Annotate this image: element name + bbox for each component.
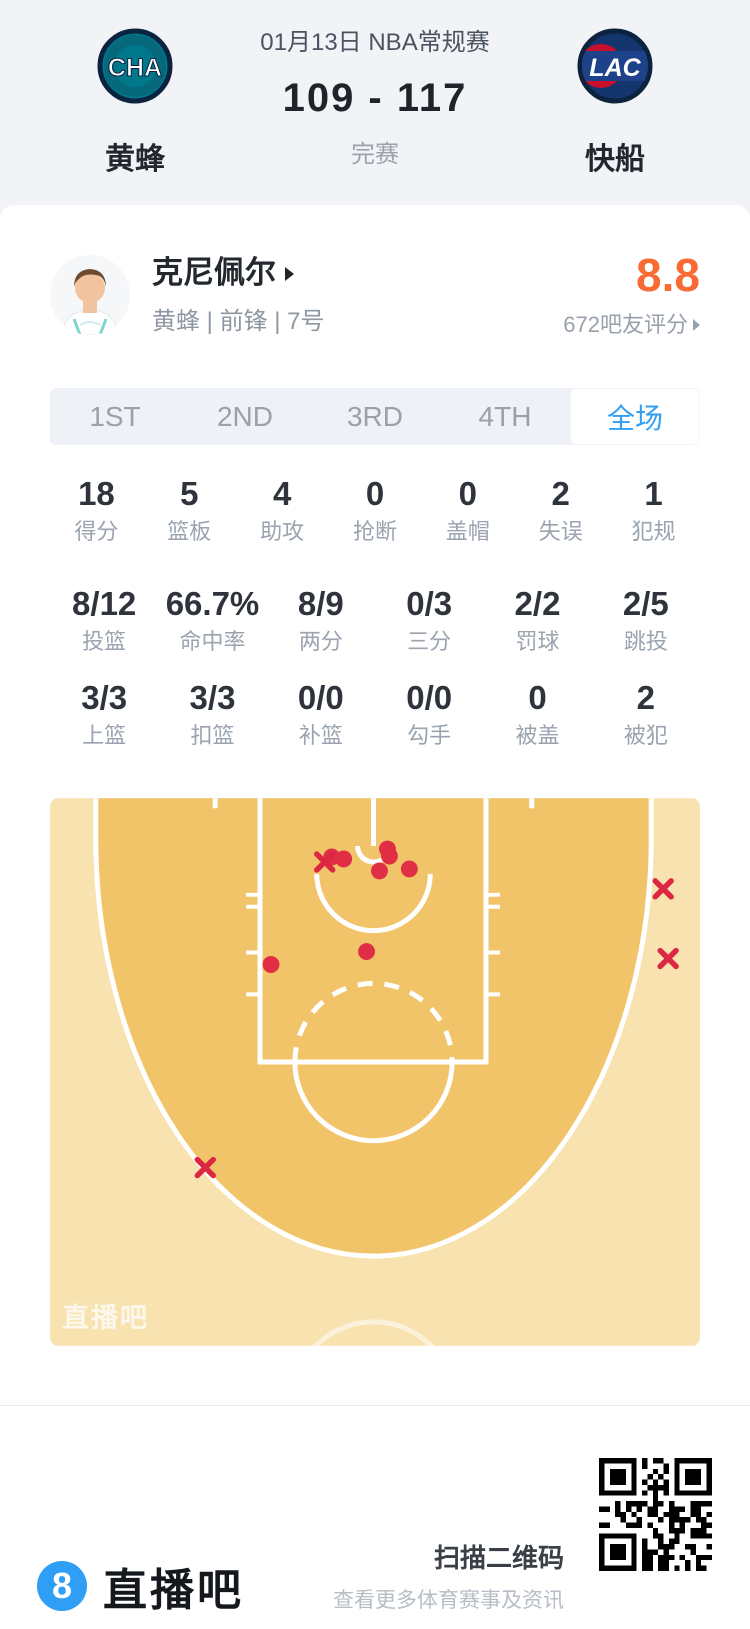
match-status: 完赛 bbox=[351, 141, 399, 168]
player-card: 克尼佩尔 黄蜂 | 前锋 | 7号 8.8 672吧友评分 1ST 2ND 3R… bbox=[0, 205, 750, 1405]
tab-full-game[interactable]: 全场 bbox=[570, 388, 700, 445]
made-shot-marker bbox=[400, 860, 418, 878]
quarter-tabs: 1ST 2ND 3RD 4TH 全场 bbox=[50, 388, 700, 445]
stat-fg-pct: 66.7% 命中率 bbox=[165, 585, 260, 654]
home-team-name: 黄蜂 bbox=[105, 143, 165, 176]
stat-points: 18 得分 bbox=[74, 475, 119, 544]
rating-note-link[interactable]: 672吧友评分 bbox=[563, 307, 700, 339]
scan-block: 扫描二维码 查看更多体育赛事及资讯 bbox=[333, 1542, 564, 1614]
home-team[interactable]: CHA 黄蜂 bbox=[60, 28, 210, 219]
svg-text:CHA: CHA bbox=[108, 54, 162, 82]
missed-shot-marker bbox=[194, 1156, 216, 1179]
made-shot-marker bbox=[262, 956, 280, 973]
stat-ft: 2/2 罚球 bbox=[514, 585, 561, 654]
hornets-logo-icon: CHA bbox=[97, 28, 173, 104]
away-team[interactable]: LAC 快船 bbox=[540, 28, 690, 219]
stat-jumpshot: 2/5 跳投 bbox=[622, 585, 669, 654]
missed-shot-marker bbox=[314, 851, 336, 873]
stat-3pt: 0/3 三分 bbox=[406, 585, 453, 654]
match-info: 01月13日 NBA常规赛 109 - 117 完赛 bbox=[210, 28, 540, 219]
scan-subtitle: 查看更多体育赛事及资讯 bbox=[333, 1589, 564, 1612]
player-rating: 8.8 bbox=[636, 249, 700, 301]
made-shot-marker bbox=[371, 862, 388, 880]
brand-name: 直播吧 bbox=[103, 1566, 244, 1615]
stat-blocked: 0 被盖 bbox=[515, 679, 560, 748]
player-meta: 黄蜂 | 前锋 | 7号 bbox=[152, 307, 325, 335]
stat-rebounds: 5 篮板 bbox=[167, 475, 212, 544]
stat-blocks: 0 盖帽 bbox=[445, 475, 490, 544]
match-date: 01月13日 NBA常规赛 bbox=[260, 29, 490, 56]
player-photo bbox=[50, 255, 130, 335]
made-shot-marker bbox=[358, 943, 375, 961]
shot-markers bbox=[194, 840, 679, 1179]
tab-4th[interactable]: 4TH bbox=[478, 400, 532, 432]
shot-chart: 直播吧 bbox=[50, 797, 700, 1347]
stats-row-basic: 18 得分 5 篮板 4 助攻 0 抢断 0 盖帽 2 失误 1 犯规 bbox=[50, 475, 700, 545]
court-watermark: 直播吧 bbox=[62, 1303, 149, 1333]
tab-2nd[interactable]: 2ND bbox=[216, 400, 273, 432]
stats-row-detail: 3/3 上篮 3/3 扣篮 0/0 补篮 0/0 勾手 0 被盖 2 被犯 bbox=[50, 679, 700, 749]
caret-right-small-icon bbox=[693, 318, 700, 331]
player-header-row: 克尼佩尔 黄蜂 | 前锋 | 7号 8.8 672吧友评分 bbox=[50, 205, 700, 337]
made-shot-marker bbox=[380, 847, 398, 865]
stat-putback: 0/0 补篮 bbox=[297, 679, 344, 748]
tab-3rd[interactable]: 3RD bbox=[346, 400, 403, 432]
stats-row-shooting: 8/12 投篮 66.7% 命中率 8/9 两分 0/3 三分 2/2 罚球 2/5 跳投 bbox=[50, 585, 700, 655]
stat-2pt: 8/9 两分 bbox=[297, 585, 344, 654]
tab-1st[interactable]: 1ST bbox=[89, 400, 141, 432]
rating-box: 8.8 672吧友评分 bbox=[563, 251, 700, 339]
stat-hook: 0/0 勾手 bbox=[406, 679, 453, 748]
footer: 8 直播吧 扫描二维码 查看更多体育赛事及资讯 bbox=[0, 1405, 750, 1629]
stat-steals: 0 抢断 bbox=[352, 475, 397, 544]
rating-note: 672吧友评分 bbox=[563, 312, 688, 337]
stat-fouls: 1 犯规 bbox=[631, 475, 676, 544]
stat-assists: 4 助攻 bbox=[260, 475, 305, 544]
missed-shot-marker bbox=[652, 878, 674, 900]
clippers-logo-icon: LAC bbox=[577, 28, 653, 104]
qr-code bbox=[599, 1458, 712, 1571]
stat-layup: 3/3 上篮 bbox=[81, 679, 128, 748]
zhibo8-logo-icon: 8 bbox=[37, 1561, 87, 1611]
player-info: 克尼佩尔 黄蜂 | 前锋 | 7号 bbox=[152, 255, 563, 336]
court-drawing bbox=[50, 798, 700, 1347]
stat-turnovers: 2 失误 bbox=[538, 475, 583, 544]
scan-title: 扫描二维码 bbox=[433, 1543, 564, 1573]
brand-row: 8 直播吧 bbox=[37, 1558, 244, 1615]
match-score: 109 - 117 bbox=[282, 76, 468, 120]
missed-shot-marker bbox=[657, 947, 679, 970]
stat-dunk: 3/3 扣篮 bbox=[189, 679, 236, 748]
away-team-name: 快船 bbox=[585, 143, 645, 176]
match-header: CHA 黄蜂 01月13日 NBA常规赛 109 - 117 完赛 LAC 快船 bbox=[0, 0, 750, 219]
stat-fg: 8/12 投篮 bbox=[72, 585, 137, 654]
caret-right-icon bbox=[285, 267, 294, 281]
player-name-link[interactable]: 克尼佩尔 bbox=[152, 255, 563, 291]
player-name: 克尼佩尔 bbox=[152, 254, 276, 290]
svg-text:LAC: LAC bbox=[589, 54, 641, 82]
player-avatar[interactable] bbox=[50, 255, 130, 335]
stat-fouled: 2 被犯 bbox=[623, 679, 668, 748]
